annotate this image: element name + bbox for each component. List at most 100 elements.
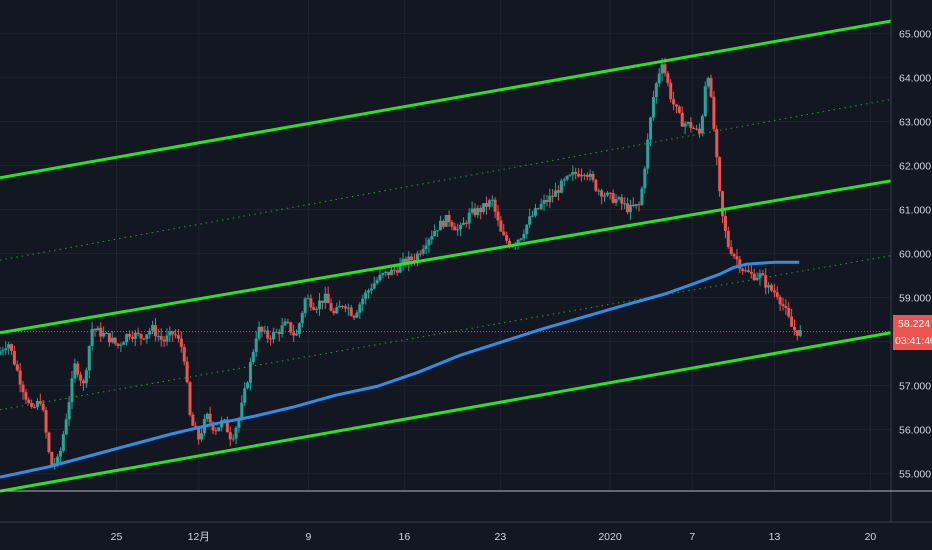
candle: [292, 324, 296, 342]
candle: [76, 361, 80, 378]
candle: [767, 282, 771, 294]
candle: [787, 301, 791, 319]
candle: [30, 399, 34, 409]
candle: [554, 182, 558, 197]
candle: [246, 381, 250, 390]
candle: [179, 331, 183, 353]
candle: [436, 230, 440, 237]
candle: [470, 201, 474, 215]
candle: [323, 287, 327, 309]
time-tick-label: 23: [494, 531, 506, 543]
last-price-badge: 58.224 03:41:40: [893, 315, 932, 350]
candle: [536, 207, 540, 210]
candle: [58, 447, 62, 464]
candle: [136, 327, 140, 337]
candle: [542, 194, 546, 211]
candle: [300, 311, 304, 328]
candle: [490, 195, 494, 207]
candle: [263, 325, 267, 335]
candle: [130, 330, 134, 343]
candle: [689, 117, 693, 133]
price-axis-background: [891, 0, 932, 522]
candle: [361, 294, 365, 312]
candle: [41, 400, 45, 413]
candle: [631, 197, 635, 208]
channel-lines[interactable]: [0, 19, 892, 493]
candle: [588, 169, 592, 181]
candle: [105, 331, 109, 335]
candle: [781, 297, 785, 311]
price-axis[interactable]: 55.00056.00057.00058.00059.00060.00061.0…: [890, 0, 932, 522]
time-tick-label: 12月: [188, 531, 210, 543]
candle: [732, 252, 736, 259]
candle: [61, 430, 65, 453]
candle: [594, 178, 598, 193]
candle: [171, 330, 175, 343]
candle: [698, 123, 702, 138]
candle: [64, 413, 68, 436]
candle: [15, 360, 19, 372]
candle: [128, 330, 132, 341]
time-tick-label: 25: [111, 531, 123, 543]
candle: [251, 349, 255, 365]
candle: [142, 337, 146, 341]
candle: [110, 331, 114, 344]
candle: [669, 79, 673, 103]
candle: [568, 173, 572, 177]
candle: [646, 133, 650, 175]
candle: [464, 220, 468, 228]
candle: [303, 296, 307, 318]
time-tick-label: 9: [306, 531, 312, 543]
candle: [318, 293, 322, 316]
candle: [499, 215, 503, 232]
candle: [695, 124, 699, 131]
candle: [582, 173, 586, 180]
candle: [217, 427, 221, 432]
candle: [752, 268, 756, 282]
candle: [447, 210, 451, 227]
candle: [505, 231, 509, 244]
candle: [407, 251, 411, 272]
candle: [424, 237, 428, 255]
candle: [620, 193, 624, 210]
candle: [352, 314, 356, 321]
candle: [47, 431, 51, 454]
candle: [579, 168, 583, 182]
grid: [0, 0, 891, 491]
candle: [355, 309, 359, 319]
candle: [597, 188, 601, 196]
time-tick-label: 16: [399, 531, 411, 543]
candle: [18, 363, 22, 393]
candle: [133, 330, 137, 347]
upper-channel-line[interactable]: [0, 19, 892, 180]
candle: [7, 341, 11, 355]
candle: [438, 215, 442, 231]
candle: [33, 404, 37, 409]
lower-channel-line[interactable]: [0, 331, 892, 493]
candle: [96, 325, 100, 331]
candle: [461, 217, 465, 225]
candle: [482, 203, 486, 215]
candle: [533, 203, 537, 218]
candle: [608, 192, 612, 200]
middle-channel-line[interactable]: [0, 179, 892, 335]
candle: [680, 106, 684, 127]
candle: [718, 156, 722, 197]
candle: [294, 329, 298, 336]
candle: [309, 294, 313, 311]
candle: [430, 230, 434, 245]
candle: [556, 185, 560, 201]
candle: [329, 298, 333, 312]
candle: [467, 208, 471, 230]
candle: [283, 318, 287, 327]
time-axis[interactable]: 25 12月 9 16 23 2020 7 13 20: [0, 490, 932, 550]
candle: [113, 337, 117, 346]
candle: [21, 381, 25, 400]
candle: [654, 81, 658, 104]
candle: [709, 74, 713, 99]
time-axis-background: [0, 522, 932, 550]
candle: [628, 199, 632, 220]
candle: [84, 367, 88, 388]
candle: [50, 451, 54, 465]
